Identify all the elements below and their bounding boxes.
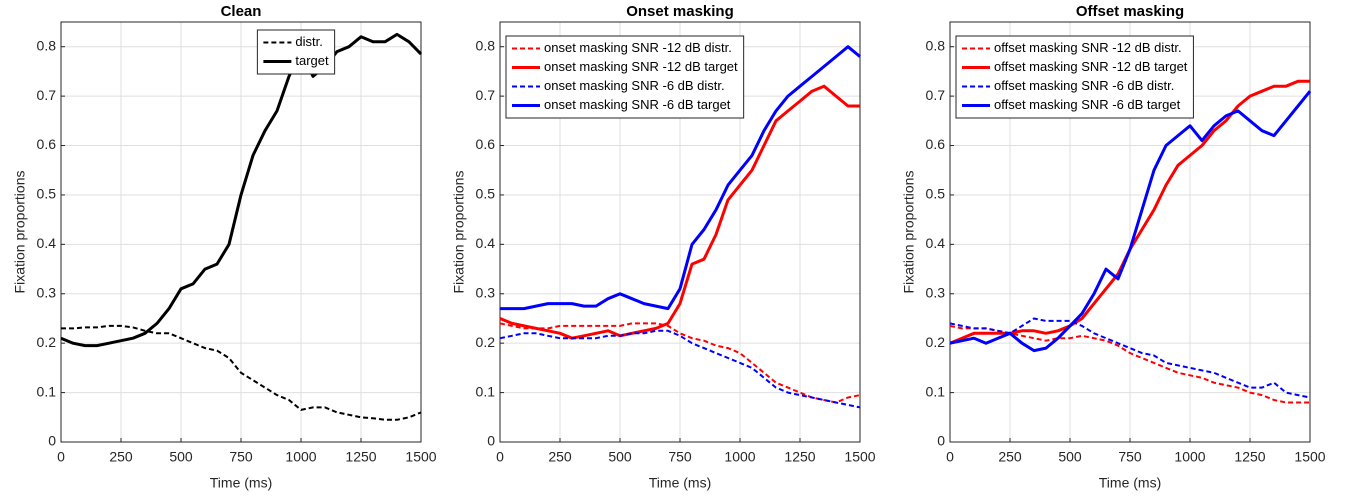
y-tick-label: 0.5 <box>37 186 57 202</box>
x-tick-label: 1500 <box>1294 449 1325 465</box>
x-tick-label: 1000 <box>285 449 316 465</box>
y-tick-label: 0.2 <box>37 334 57 350</box>
x-tick-label: 1000 <box>1174 449 1205 465</box>
y-tick-label: 0.3 <box>37 284 57 300</box>
axes-box <box>499 21 861 443</box>
axes-box <box>60 21 422 443</box>
y-tick-label: 0.4 <box>37 235 57 251</box>
y-tick-label: 0.7 <box>476 87 496 103</box>
x-tick-label: 1250 <box>784 449 815 465</box>
y-tick-label: 0.5 <box>476 186 496 202</box>
x-axis-label: Time (ms) <box>210 475 272 491</box>
y-tick-label: 0.2 <box>476 334 496 350</box>
chart-title: Offset masking <box>1076 3 1184 20</box>
legend-label: distr. <box>295 34 322 49</box>
axes-box <box>949 21 1311 443</box>
data-line <box>500 45 861 311</box>
subplot: 0 0.1 0.2 0.3 0.4 0.5 0.6 0.7 0.8 0 250 500 750 1000 1… <box>451 3 876 491</box>
x-tick-label: 750 <box>1118 449 1142 465</box>
x-tick-label: 750 <box>229 449 253 465</box>
y-tick-label: 0.8 <box>926 37 946 53</box>
legend-label: onset masking SNR -6 dB distr. <box>544 78 725 93</box>
legend-label: onset masking SNR -6 dB target <box>544 97 731 112</box>
y-axis-label: Fixation proportions <box>12 171 28 294</box>
y-tick-label: 0.5 <box>926 186 946 202</box>
legend-label: offset masking SNR -6 dB distr. <box>994 78 1174 93</box>
x-tick-label: 1500 <box>844 449 875 465</box>
legend-label: target <box>295 53 329 68</box>
y-tick-label: 0.4 <box>926 235 946 251</box>
x-tick-label: 500 <box>169 449 193 465</box>
y-tick-label: 0.8 <box>37 37 57 53</box>
subplot: 0 0.1 0.2 0.3 0.4 0.5 0.6 0.7 0.8 0 250 500 750 1000 1… <box>901 3 1326 491</box>
x-tick-label: 0 <box>57 449 65 465</box>
y-axis-label: Fixation proportions <box>901 171 917 294</box>
data-line <box>949 90 1312 353</box>
y-tick-label: 0.7 <box>37 87 57 103</box>
x-tick-label: 1250 <box>345 449 376 465</box>
x-tick-label: 1500 <box>405 449 436 465</box>
y-tick-label: 0.6 <box>37 136 57 152</box>
x-axis-label: Time (ms) <box>649 475 711 491</box>
x-tick-label: 500 <box>1058 449 1082 465</box>
x-tick-label: 0 <box>946 449 954 465</box>
legend-box <box>955 35 1194 119</box>
y-tick-label: 0 <box>487 433 495 449</box>
legend: onset masking SNR -12 dB distr. onset mas… <box>505 35 745 119</box>
data-line <box>499 329 861 409</box>
data-line <box>499 84 860 340</box>
chart-title: Onset masking <box>626 3 734 20</box>
y-tick-label: 0.6 <box>476 136 496 152</box>
data-line <box>60 32 423 348</box>
y-tick-label: 0 <box>937 433 945 449</box>
y-tick-label: 0.3 <box>926 284 946 300</box>
y-tick-label: 0.4 <box>476 235 496 251</box>
x-tick-label: 250 <box>109 449 133 465</box>
y-tick-label: 0.8 <box>476 37 496 53</box>
x-tick-label: 1250 <box>1234 449 1265 465</box>
y-tick-label: 0.3 <box>476 284 496 300</box>
legend-label: offset masking SNR -12 dB distr. <box>994 40 1182 55</box>
data-line <box>499 322 861 404</box>
x-tick-label: 250 <box>998 449 1022 465</box>
legend: offset masking SNR -12 dB distr. offset m… <box>955 35 1194 119</box>
y-tick-label: 0 <box>48 433 56 449</box>
x-tick-label: 750 <box>668 449 692 465</box>
legend: distr. target <box>256 29 336 75</box>
y-tick-label: 0.1 <box>37 383 57 399</box>
y-tick-label: 0.7 <box>926 87 946 103</box>
y-tick-label: 0.2 <box>926 334 946 350</box>
x-axis-label: Time (ms) <box>1099 475 1161 491</box>
data-line <box>61 324 422 421</box>
x-tick-label: 250 <box>548 449 572 465</box>
legend-label: offset masking SNR -12 dB target <box>994 59 1188 74</box>
chart-title: Clean <box>221 3 262 20</box>
legend-box <box>256 29 336 75</box>
x-tick-label: 1000 <box>724 449 755 465</box>
legend-label: onset masking SNR -12 dB target <box>544 59 738 74</box>
y-tick-label: 0.6 <box>926 136 946 152</box>
y-tick-label: 0.1 <box>476 383 496 399</box>
y-tick-label: 0.1 <box>926 383 946 399</box>
legend-label: offset masking SNR -6 dB target <box>994 97 1181 112</box>
y-axis-label: Fixation proportions <box>451 171 467 294</box>
legend-box <box>505 35 745 119</box>
legend-label: onset masking SNR -12 dB distr. <box>544 40 732 55</box>
x-tick-label: 500 <box>608 449 632 465</box>
subplot: 0 0.1 0.2 0.3 0.4 0.5 0.6 0.7 0.8 0 250 500 750 1000 1… <box>12 3 437 491</box>
x-tick-label: 0 <box>496 449 504 465</box>
